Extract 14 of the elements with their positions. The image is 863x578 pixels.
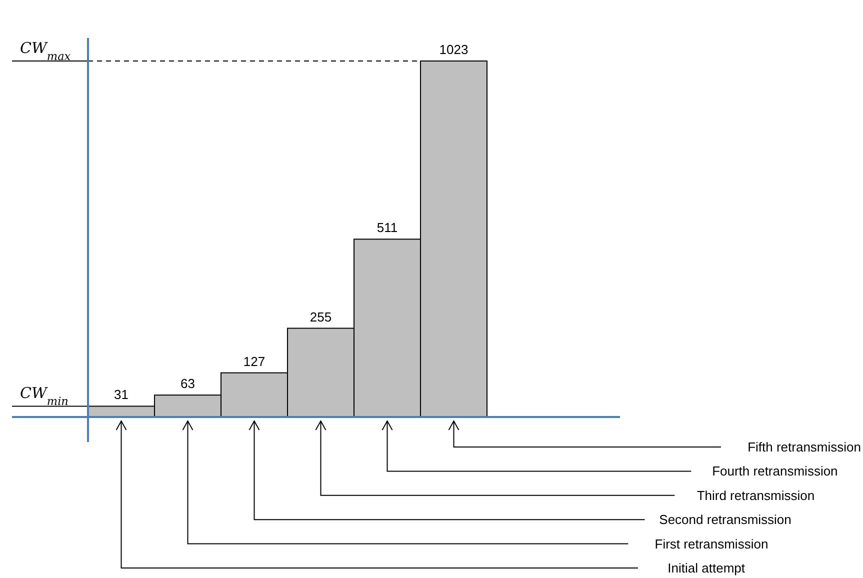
data-label: 127: [243, 354, 266, 369]
data-label: 1023: [439, 42, 468, 57]
data-label: 63: [180, 376, 195, 392]
text: First retransmission: [654, 536, 768, 552]
data-label: 511: [376, 220, 398, 236]
ref-line-label: CW$_{max}$: [20, 39, 72, 62]
data-label: 255: [310, 309, 332, 324]
ref-line-label: CW$_{min}$: [20, 384, 68, 408]
text: Second retransmission: [659, 512, 792, 528]
data-label: 31: [114, 387, 128, 402]
text: Fourth retransmission: [712, 464, 838, 479]
text: Initial attempt: [668, 560, 746, 576]
text: Fifth retransmission: [748, 440, 861, 454]
text: Third retransmission: [696, 488, 815, 503]
